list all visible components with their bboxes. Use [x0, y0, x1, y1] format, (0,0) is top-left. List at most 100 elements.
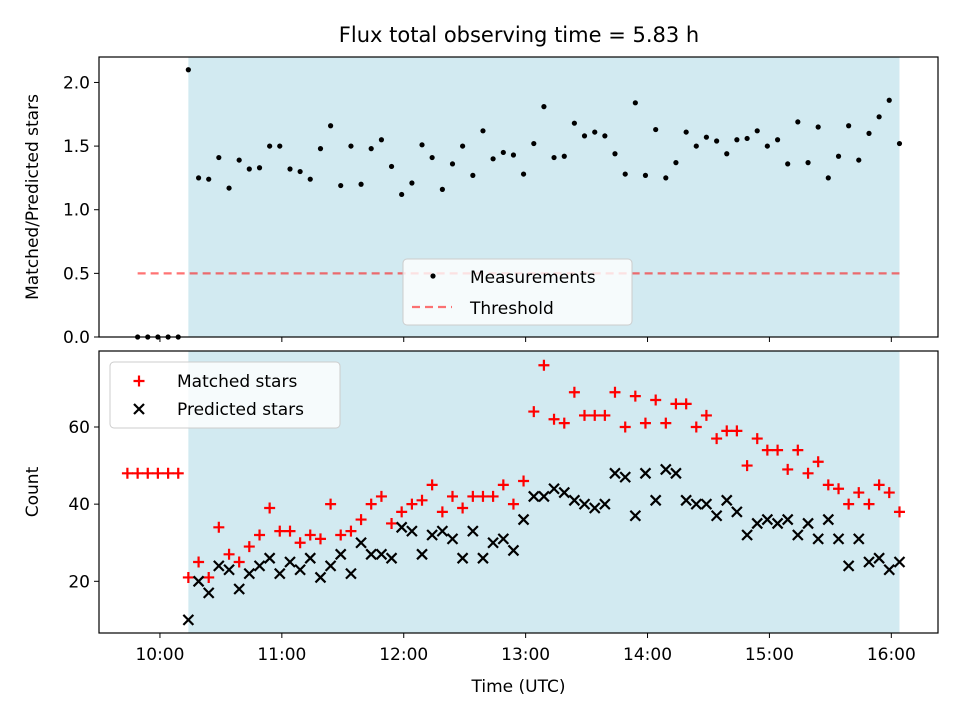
data-point: [561, 153, 567, 159]
data-point: [629, 390, 641, 402]
x-tick-label: 12:00: [379, 645, 428, 665]
data-point: [548, 482, 560, 495]
data-point: [185, 67, 191, 73]
data-point: [223, 548, 235, 560]
data-point: [833, 483, 845, 495]
data-point: [355, 514, 367, 526]
data-point: [772, 444, 784, 456]
data-point: [660, 463, 672, 476]
data-point: [853, 487, 865, 499]
data-point: [846, 123, 852, 129]
data-point: [548, 413, 560, 425]
x-tick-label: 13:00: [501, 645, 550, 665]
data-point: [724, 151, 730, 157]
data-point: [886, 97, 892, 103]
data-point: [781, 513, 794, 526]
data-point: [348, 143, 354, 149]
data-point: [720, 494, 733, 507]
data-point: [263, 552, 276, 564]
data-point: [893, 556, 906, 568]
data-point: [297, 168, 303, 175]
data-point: [619, 471, 631, 483]
data-point: [436, 525, 449, 537]
series-predicted-stars: [182, 463, 906, 626]
data-point: [520, 171, 527, 177]
data-point: [815, 124, 821, 130]
data-point: [832, 533, 845, 545]
data-point: [792, 529, 804, 541]
data-point: [338, 182, 344, 189]
data-point: [490, 156, 496, 162]
data-point: [324, 560, 337, 572]
data-point: [182, 571, 194, 583]
chart-title: Flux total observing time = 5.83 h: [339, 23, 699, 47]
y-tick-label: 40: [68, 495, 90, 515]
data-point: [731, 506, 743, 518]
data-point: [256, 165, 263, 171]
legend-label: Threshold: [469, 299, 554, 319]
data-point: [619, 421, 631, 433]
data-point: [446, 533, 459, 545]
data-point: [609, 467, 621, 480]
data-point: [690, 498, 703, 510]
data-point: [358, 181, 364, 187]
data-point: [558, 417, 570, 429]
legend-marker-matched: [133, 375, 145, 387]
data-point: [497, 479, 509, 491]
x-tick-label: 10:00: [135, 645, 184, 665]
data-point: [568, 494, 581, 507]
data-point: [273, 567, 286, 580]
legend-label: Measurements: [470, 268, 596, 288]
y-axis-label: Count: [23, 466, 43, 517]
data-point: [243, 541, 255, 553]
data-point: [467, 525, 479, 537]
data-point: [267, 143, 273, 149]
data-point: [233, 556, 245, 568]
legend-label: Predicted stars: [177, 400, 304, 420]
y-axis-label: Matched/Predicted stars: [23, 94, 43, 300]
data-point: [578, 498, 591, 510]
data-point: [388, 163, 395, 170]
data-point: [653, 126, 659, 133]
axes-frame: [98, 56, 939, 338]
data-point: [866, 130, 872, 136]
data-point: [581, 133, 588, 139]
legend-box: [109, 361, 341, 429]
data-point: [700, 409, 712, 421]
legend-box: [402, 258, 633, 326]
data-point: [409, 180, 415, 186]
data-point: [599, 409, 611, 421]
data-point: [317, 146, 324, 152]
data-point: [751, 433, 763, 445]
data-point: [741, 529, 753, 541]
data-point: [446, 490, 458, 502]
data-point: [213, 521, 225, 533]
data-point: [609, 386, 621, 398]
data-point: [365, 548, 377, 561]
y-tick-label: 0.0: [63, 328, 90, 348]
data-point: [741, 460, 753, 472]
data-point: [660, 417, 672, 429]
data-point: [771, 517, 784, 530]
data-point: [744, 135, 750, 142]
data-point: [528, 406, 540, 418]
data-point: [721, 425, 733, 437]
data-point: [551, 154, 557, 161]
data-point: [873, 552, 885, 564]
data-point: [538, 359, 550, 371]
legend-marker-measurements: [430, 273, 436, 279]
data-point: [436, 506, 448, 518]
data-point: [751, 517, 764, 530]
data-point: [246, 166, 252, 172]
data-point: [172, 467, 184, 479]
data-point: [774, 137, 781, 143]
data-point: [507, 544, 520, 557]
data-point: [304, 552, 317, 564]
data-point: [531, 140, 537, 147]
data-point: [264, 502, 276, 514]
data-point: [375, 490, 387, 502]
data-point: [680, 398, 692, 410]
legend-marker-predicted: [133, 403, 145, 415]
data-point: [406, 498, 418, 510]
data-point: [883, 563, 896, 576]
